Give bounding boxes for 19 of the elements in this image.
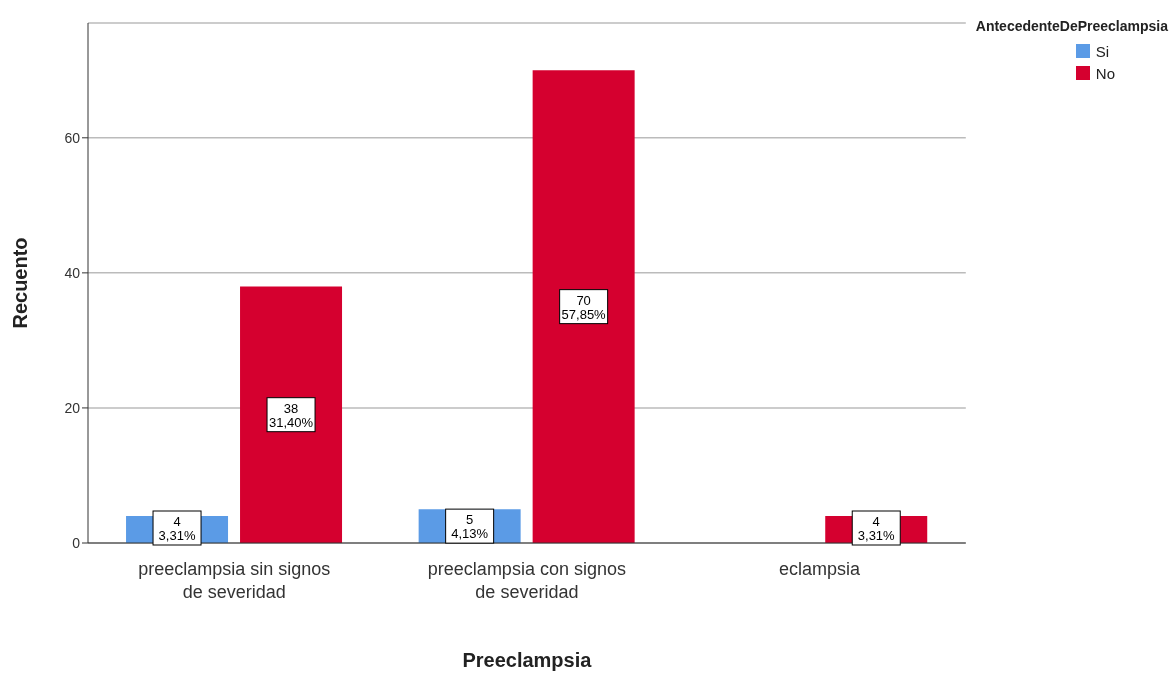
y-axis-title: Recuento <box>9 237 32 329</box>
data-label: 70 57,85% <box>561 292 607 322</box>
legend-label: No <box>1095 64 1115 82</box>
y-tick-label: 0 <box>72 534 81 551</box>
data-label: 4 3,31% <box>158 514 196 543</box>
y-tick-label: 60 <box>64 129 81 146</box>
x-axis-title: Preeclampsia <box>462 649 593 672</box>
legend-title: AntecedenteDePreeclampsia <box>975 18 1168 34</box>
y-tick-label: 20 <box>64 399 81 416</box>
legend-label: Si <box>1095 42 1110 60</box>
y-tick-label: 40 <box>64 264 81 281</box>
bar <box>240 286 343 543</box>
bar <box>532 70 635 543</box>
x-tick-label: preeclampsia con signos de severidad <box>427 559 626 602</box>
data-label: 5 4,13% <box>451 512 489 542</box>
x-tick-label: preeclampsia sin signos de severidad <box>138 559 331 602</box>
data-label: 4 3,31% <box>857 514 896 543</box>
data-label: 38 31,40% <box>268 400 314 430</box>
x-tick-label: eclampsia <box>778 559 861 579</box>
